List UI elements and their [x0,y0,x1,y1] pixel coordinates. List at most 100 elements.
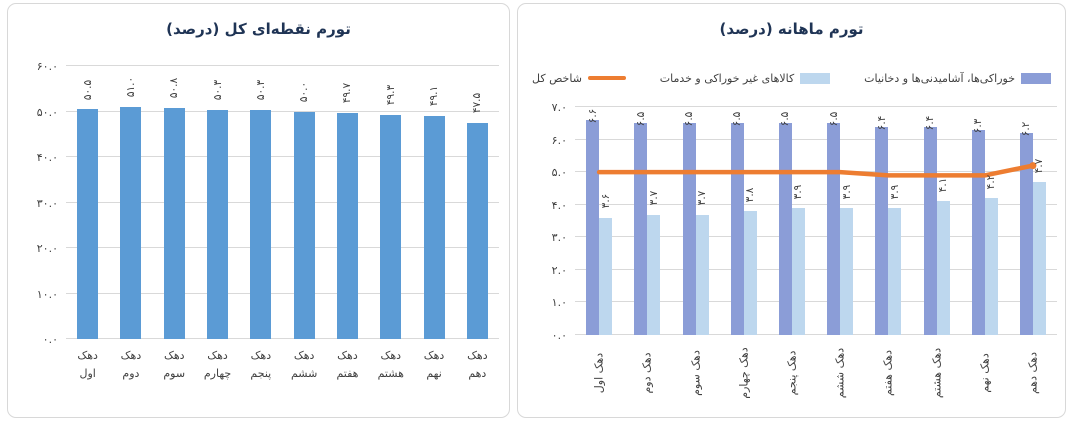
value-label: ۶.۶ [586,108,599,124]
category-word-1: دهک [380,349,402,362]
category-label: دهک هشتم [930,347,943,399]
bar-total [120,106,142,339]
value-label: ۳.۶ [599,194,612,209]
bar-total [163,107,185,339]
gridline [66,292,499,294]
value-label: ۶.۴ [924,115,936,130]
value-label: ۵۰.۸ [168,78,181,99]
bar-food [875,126,889,335]
y-tick-label: ۵۰.۰ [36,105,58,119]
category-word-2: چهارم [203,367,232,381]
category-word-2: پنجم [250,367,272,381]
bar-total [336,112,358,339]
category-label: دهک نهم [412,347,455,383]
gridline [66,338,499,339]
bar-total [77,109,99,339]
category-label: دهک چهارم [737,347,751,399]
value-label: ۶.۳ [972,118,985,134]
bar-food [971,129,985,335]
category-label: دهک پنجم [239,347,282,383]
y-tick-label: ۶۰.۰ [36,60,58,73]
y-tick-label: ۲.۰ [551,263,567,277]
category-label: دهک پنجم [785,350,799,396]
gridline [575,301,1057,303]
y-tick-label: ۳.۰ [551,231,567,245]
category-word-2: ششم [290,367,318,381]
bar-food [634,123,648,335]
bar-total [207,110,229,339]
legend-label-food: خوراکی‌ها، آشامیدنی‌ها و دخانیات [864,71,1015,85]
legend-item-total-index: شاخص کل [532,72,626,85]
legend: خوراکی‌ها، آشامیدنی‌ها و دخانیات کالاهای … [518,68,1065,88]
category-label: دهک هفتم [326,347,369,383]
gridline [66,156,499,157]
gridline [575,106,1057,107]
gridline [66,247,499,248]
bar-total [423,115,445,339]
value-label: ۳.۷ [696,190,708,206]
category-word-1: دهک [423,349,445,362]
value-label: ۶.۵ [827,111,840,127]
category-label: دهک دوم [640,352,654,394]
legend-swatch-total-index [587,76,626,80]
bar-total [380,114,402,339]
legend-item-food: خوراکی‌ها، آشامیدنی‌ها و دخانیات [864,72,1051,85]
line-end-marker [1029,162,1037,170]
y-tick-label: ۶.۰ [551,133,567,147]
bar-nonfood [984,198,998,335]
value-label: ۶.۵ [634,111,647,127]
gridline [66,201,499,203]
category-word-2: نهم [426,367,442,381]
bar-food [730,123,744,335]
category-word-1: دهک [293,349,315,362]
category-word-2: دهم [468,367,487,381]
legend-label-total-index: شاخص کل [532,71,582,85]
category-label: دهک چهارم [196,347,239,383]
chart-panel-monthly: تورم ماهانه (درصد) خوراکی‌ها، آشامیدنی‌ه… [517,3,1066,418]
chart-panel-point-to-point: تورم نقطه‌ای کل (درصد) ۶۰.۰ ۵۰.۰ ۴۰.۰ ۳۰.۰ ۲… [7,3,510,418]
category-word-2: دوم [122,367,140,381]
value-label: ۳.۹ [792,184,805,199]
bar-food [586,120,600,335]
value-label: ۶.۵ [779,111,792,127]
bar-food [827,123,841,335]
value-label: ۶.۵ [683,111,695,127]
gridline [575,334,1057,335]
category-word-1: دهک [207,349,228,362]
category-label: دهک دهم [456,347,499,383]
bar-nonfood [936,201,950,335]
value-label: ۳.۹ [888,184,901,199]
category-label: دهک سوم [153,347,196,383]
legend-item-nonfood: کالاهای غیر خوراکی و خدمات [660,72,831,85]
y-tick-label: ۰.۰ [551,329,567,342]
category-label: دهک اول [66,347,109,383]
y-tick-label: ۱.۰ [551,296,567,310]
legend-swatch-nonfood [800,72,831,84]
category-word-1: دهک [337,349,358,362]
category-label: دهک هشتم [369,347,412,383]
chart-title-point-to-point: تورم نقطه‌ای کل (درصد) [166,20,351,38]
bar-nonfood [695,214,709,335]
total-index-polyline [596,163,1036,178]
value-label: ۶.۵ [731,111,744,127]
y-tick-label: ۲۰.۰ [36,242,58,255]
value-label: ۴۹.۱ [428,85,441,107]
y-tick-label: ۴۰.۰ [36,151,58,164]
category-word-1: دهک [250,349,272,362]
category-label: دهک سوم [689,350,702,396]
gridline [66,65,499,66]
category-word-2: هشتم [377,367,404,381]
bar-food [923,126,937,335]
value-label: ۳.۷ [647,190,660,206]
y-tick-label: ۳۰.۰ [36,196,58,210]
value-label: ۵۰.۰ [298,81,311,102]
value-label: ۵۰.۳ [211,80,224,101]
gridline [575,268,1057,270]
chart-title-monthly: تورم ماهانه (درصد) [719,20,864,38]
category-word-1: دهک [77,349,98,362]
category-label: دهک دهم [1026,351,1040,395]
value-label: ۴.۱ [937,177,949,193]
legend-label-nonfood: کالاهای غیر خوراکی و خدمات [659,71,795,85]
bar-nonfood [1032,181,1046,335]
